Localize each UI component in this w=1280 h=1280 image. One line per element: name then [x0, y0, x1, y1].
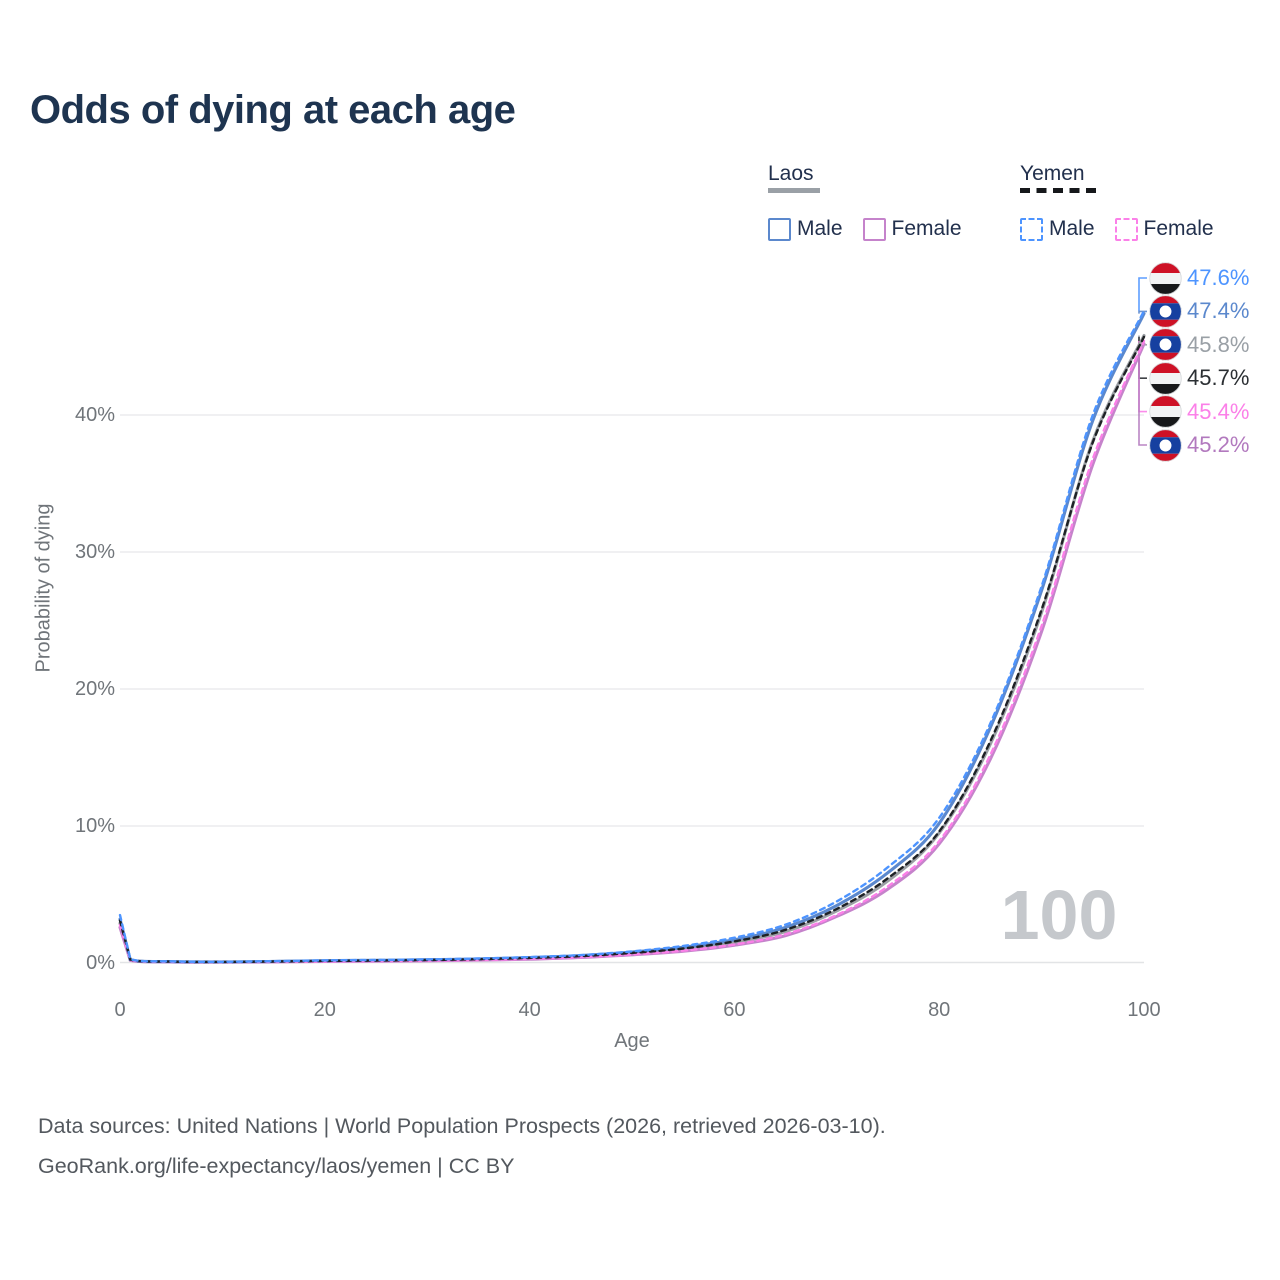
legend-item-label: Male — [1049, 217, 1095, 240]
legend-item-label: Female — [891, 217, 962, 240]
series-line-laos_female — [118, 342, 1146, 964]
yemen-male-swatch-icon — [1020, 217, 1043, 241]
legend-item-label: Female — [1143, 217, 1214, 240]
end-label-connector — [1138, 277, 1147, 311]
end-label-connector — [1138, 343, 1147, 446]
series-line-laos_all — [118, 333, 1146, 964]
footer-data-sources: Data sources: United Nations | World Pop… — [38, 1114, 886, 1138]
legend-group-laos: Laos — [768, 162, 820, 193]
legend-items-yemen: Male Female — [1020, 217, 1214, 241]
laos-female-swatch-icon — [862, 217, 886, 241]
laos-male-swatch-icon — [768, 217, 791, 241]
legend-item-yemen-female[interactable]: Female — [1114, 217, 1214, 241]
footer: Data sources: United Nations | World Pop… — [38, 1106, 886, 1186]
laos-line-style-icon — [768, 188, 820, 193]
legend-group-label-yemen: Yemen — [1020, 162, 1085, 185]
legend-items-laos: Male Female — [768, 217, 962, 241]
age-watermark: 100 — [1000, 876, 1118, 954]
series-line-yemen_male — [118, 309, 1146, 964]
series-line-laos_male — [118, 312, 1146, 964]
page-title: Odds of dying at each age — [30, 88, 516, 132]
legend-item-label: Male — [797, 217, 843, 240]
footer-attribution: GeoRank.org/life-expectancy/laos/yemen |… — [38, 1154, 515, 1178]
yemen-female-swatch-icon — [1114, 217, 1138, 241]
yemen-line-style-icon — [1020, 188, 1096, 193]
legend-group-label-laos: Laos — [768, 162, 814, 185]
legend-item-laos-female[interactable]: Female — [862, 217, 962, 241]
end-label-connector — [1138, 310, 1147, 314]
legend-item-yemen-male[interactable]: Male — [1020, 217, 1095, 241]
series-line-yemen_all — [118, 335, 1146, 964]
legend-item-laos-male[interactable]: Male — [768, 217, 843, 241]
series-line-yemen_female — [118, 339, 1146, 964]
legend-group-yemen: Yemen — [1020, 162, 1096, 193]
